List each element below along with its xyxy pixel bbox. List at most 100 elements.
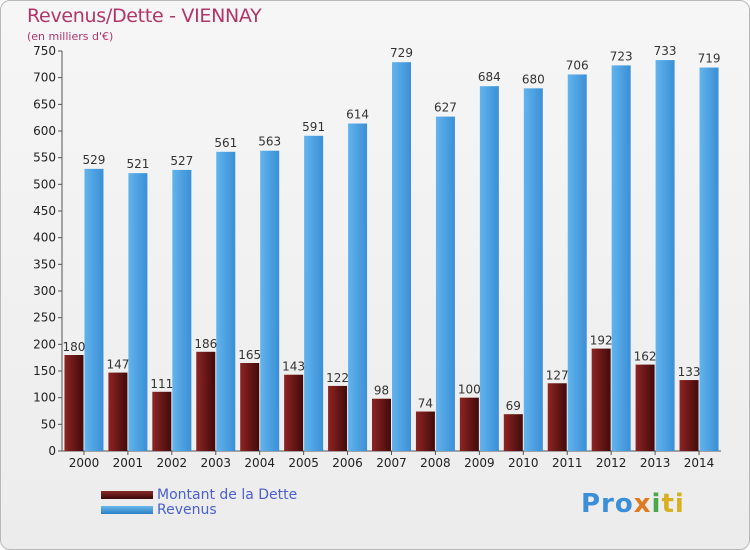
revenue-bar (260, 150, 280, 451)
legend-item-revenue: Revenus (101, 501, 297, 518)
revenue-value-label: 733 (654, 44, 677, 58)
debt-value-label: 127 (546, 368, 569, 382)
x-tick-label: 2003 (200, 456, 231, 470)
legend-swatch-debt (101, 490, 153, 499)
debt-value-label: 165 (238, 348, 261, 362)
revenue-value-label: 627 (434, 101, 457, 115)
revenue-bar (128, 173, 148, 451)
debt-bar (64, 355, 84, 451)
debt-value-label: 180 (63, 340, 86, 354)
legend-label-revenue: Revenus (157, 501, 217, 518)
x-tick-label: 2001 (113, 456, 144, 470)
legend-label-debt: Montant de la Dette (157, 486, 298, 503)
y-tick-label: 750 (33, 44, 56, 58)
debt-bar (328, 385, 348, 451)
debt-bar (372, 398, 391, 451)
y-tick-label: 100 (33, 391, 56, 405)
revenue-bar (392, 62, 411, 451)
debt-bar (284, 374, 304, 451)
debt-bar (196, 351, 216, 451)
revenue-value-label: 680 (522, 72, 545, 86)
x-tick-label: 2008 (420, 456, 451, 470)
y-tick-label: 550 (33, 151, 56, 165)
revenue-value-label: 706 (566, 58, 589, 72)
debt-bar (152, 391, 172, 451)
x-tick-label: 2014 (684, 456, 715, 470)
y-tick-label: 500 (33, 177, 56, 191)
revenue-bar (611, 65, 631, 452)
debt-value-label: 74 (418, 397, 433, 411)
y-tick-label: 450 (33, 204, 56, 218)
y-tick-label: 250 (33, 311, 56, 325)
x-tick-label: 2013 (640, 456, 671, 470)
revenue-value-label: 527 (170, 154, 193, 168)
y-tick-label: 200 (33, 337, 56, 351)
debt-bar (108, 372, 128, 451)
legend-item-debt: Montant de la Dette (101, 486, 298, 503)
debt-bar (591, 348, 611, 451)
revenue-bar (216, 151, 236, 452)
revenue-value-label: 563 (258, 135, 281, 149)
y-tick-label: 300 (33, 284, 56, 298)
x-tick-label: 2009 (464, 456, 495, 470)
debt-value-label: 147 (106, 358, 129, 372)
x-tick-label: 2011 (552, 456, 583, 470)
revenue-value-label: 591 (302, 120, 325, 134)
debt-bar (240, 363, 260, 451)
debt-bar (459, 397, 479, 451)
revenue-value-label: 723 (610, 49, 633, 63)
revenue-value-label: 729 (390, 46, 413, 60)
y-tick-label: 400 (33, 231, 56, 245)
y-tick-label: 50 (41, 417, 56, 431)
debt-value-label: 98 (374, 384, 389, 398)
revenue-value-label: 561 (214, 136, 237, 150)
debt-value-label: 192 (590, 334, 613, 348)
debt-bar (547, 383, 567, 451)
debt-value-label: 111 (150, 377, 173, 391)
debt-value-label: 133 (678, 365, 701, 379)
revenue-value-label: 719 (698, 52, 721, 66)
debt-bar (679, 380, 699, 451)
revenue-bar (655, 60, 675, 452)
revenue-value-label: 684 (478, 70, 501, 84)
chart-subtitle: (en milliers d'€) (27, 30, 114, 43)
y-tick-label: 350 (33, 257, 56, 271)
debt-value-label: 69 (506, 399, 521, 413)
revenue-bar (699, 67, 719, 452)
y-tick-label: 150 (33, 364, 56, 378)
revenue-value-label: 614 (346, 108, 369, 122)
revenue-bar (479, 86, 499, 451)
revenue-bar (348, 123, 368, 452)
debt-bar (503, 414, 523, 451)
x-tick-label: 2007 (376, 456, 407, 470)
debt-value-label: 122 (326, 371, 349, 385)
revenue-bar (84, 168, 104, 451)
chart-title: Revenus/Dette - VIENNAY (27, 5, 262, 27)
x-tick-label: 2005 (288, 456, 319, 470)
debt-value-label: 143 (282, 360, 305, 374)
x-tick-label: 2010 (508, 456, 539, 470)
debt-value-label: 100 (458, 383, 481, 397)
revenue-value-label: 529 (83, 153, 106, 167)
legend-swatch-revenue (101, 505, 153, 514)
x-tick-label: 2004 (244, 456, 275, 470)
debt-value-label: 186 (194, 337, 217, 351)
debt-bar (415, 411, 435, 451)
debt-bar (635, 364, 655, 451)
x-tick-label: 2012 (596, 456, 627, 470)
revenue-value-label: 521 (126, 157, 149, 171)
revenue-bar (172, 169, 192, 451)
y-tick-label: 650 (33, 97, 56, 111)
revenue-bar (567, 74, 587, 451)
y-tick-label: 0 (48, 444, 56, 458)
revenue-bar (304, 135, 324, 452)
legend: Montant de la Dette Revenus (101, 486, 298, 518)
revenue-bar (435, 116, 455, 451)
x-tick-label: 2002 (157, 456, 188, 470)
x-tick-label: 2006 (332, 456, 363, 470)
y-tick-label: 700 (33, 71, 56, 85)
x-tick-label: 2000 (69, 456, 100, 470)
revenue-bar (523, 88, 543, 451)
